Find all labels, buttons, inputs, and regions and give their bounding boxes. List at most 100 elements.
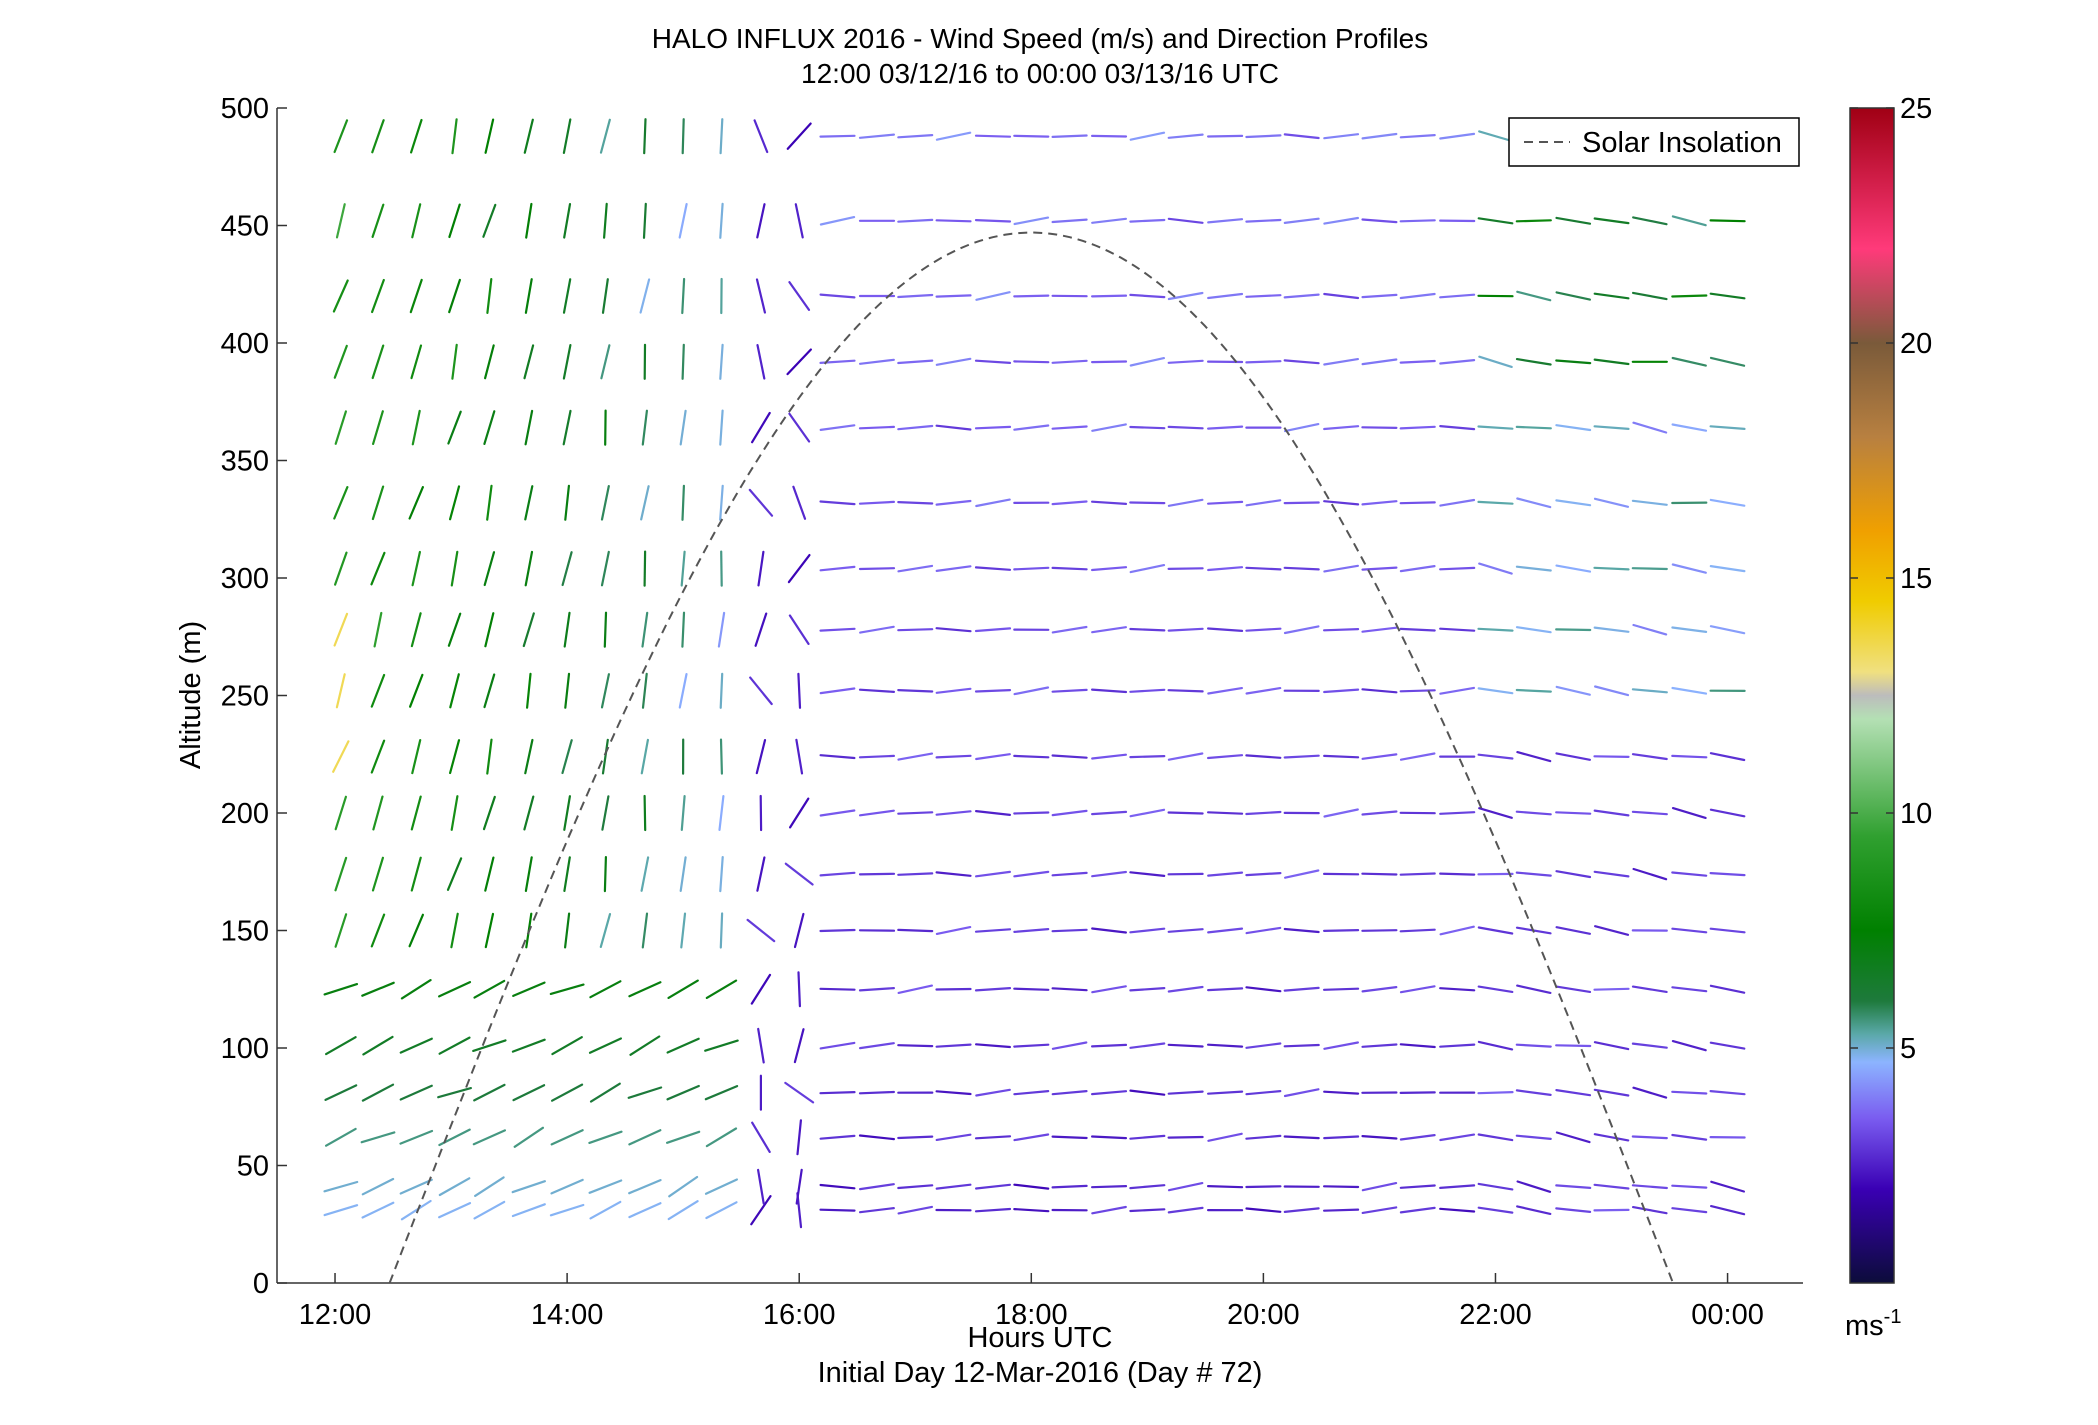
wind-vector <box>1593 870 1630 878</box>
wind-vector <box>474 1176 505 1198</box>
wind-vector <box>935 1133 972 1142</box>
wind-vector <box>525 672 532 709</box>
wind-vector <box>1439 872 1476 876</box>
wind-vector <box>1709 564 1746 573</box>
y-tick-label: 50 <box>237 1151 269 1183</box>
wind-vector <box>935 357 972 366</box>
wind-vector <box>897 501 934 505</box>
wind-vector <box>750 973 772 1005</box>
wind-vector <box>399 1178 433 1195</box>
wind-vector <box>1439 1043 1476 1048</box>
wind-vector <box>399 1129 434 1145</box>
wind-vector <box>483 410 496 445</box>
wind-vector <box>1013 811 1050 815</box>
wind-vector <box>819 754 856 760</box>
wind-vector <box>1245 926 1282 935</box>
wind-vector <box>1399 134 1436 139</box>
wind-vector <box>1129 1134 1166 1140</box>
wind-vector <box>1477 627 1514 632</box>
wind-vector <box>1167 1090 1204 1095</box>
wind-vector <box>1129 627 1166 632</box>
wind-vector <box>1477 1090 1514 1095</box>
wind-vector <box>667 979 699 1000</box>
wind-vector <box>1555 564 1592 573</box>
wind-vector <box>1631 1205 1668 1215</box>
wind-vector <box>1283 754 1320 759</box>
wind-vector <box>1399 1043 1436 1049</box>
wind-vector <box>1632 623 1668 636</box>
wind-vector <box>1323 688 1360 694</box>
wind-vector <box>1167 1135 1204 1139</box>
wind-vector <box>1555 216 1592 225</box>
wind-vector <box>643 550 647 587</box>
wind-vector <box>1709 1204 1746 1216</box>
wind-vector <box>1167 567 1204 571</box>
wind-vector <box>1555 291 1592 301</box>
wind-vector <box>819 627 856 632</box>
colorbar-tick-label: 10 <box>1900 798 1932 830</box>
wind-vector <box>1207 686 1244 695</box>
wind-vector <box>323 1180 359 1193</box>
wind-vector <box>1322 928 1360 933</box>
wind-vector <box>563 856 571 893</box>
wind-vector <box>1555 752 1592 761</box>
colorbar-tick-label: 25 <box>1900 93 1932 125</box>
wind-vector <box>719 672 724 709</box>
wind-vector <box>627 1086 663 1099</box>
wind-vector <box>1245 1207 1282 1213</box>
wind-vector <box>1515 358 1552 366</box>
wind-vector <box>935 687 972 694</box>
wind-vector <box>1631 1135 1668 1140</box>
wind-vector <box>719 738 724 775</box>
wind-vector <box>1129 1184 1166 1190</box>
wind-vector <box>1091 1205 1127 1215</box>
wind-vector <box>681 343 685 380</box>
wind-vector <box>371 203 385 238</box>
wind-vector <box>589 1200 622 1220</box>
wind-vector <box>588 1130 623 1145</box>
wind-vector <box>819 1208 856 1212</box>
wind-vector <box>1013 566 1050 571</box>
wind-vector <box>795 1168 803 1205</box>
wind-vector <box>1283 359 1320 365</box>
wind-vector <box>705 1201 738 1220</box>
wind-vector <box>511 1180 547 1194</box>
wind-vector <box>1399 928 1436 933</box>
wind-vector <box>1013 686 1050 696</box>
wind-vector <box>1361 985 1398 993</box>
wind-vector <box>1051 928 1088 933</box>
wind-vector <box>720 550 723 587</box>
wind-vector <box>449 485 461 521</box>
wind-vector <box>935 871 972 877</box>
wind-vector <box>1091 753 1128 760</box>
plot-frame <box>277 108 1803 1283</box>
wind-vector <box>400 978 432 1000</box>
wind-vector <box>719 202 724 239</box>
wind-vector <box>819 134 856 138</box>
wind-vector <box>563 203 572 239</box>
wind-vector <box>1477 1040 1514 1051</box>
wind-vector <box>1361 872 1398 876</box>
wind-vector <box>1245 754 1282 759</box>
wind-vector <box>1129 131 1166 141</box>
wind-vector <box>1090 1043 1128 1048</box>
wind-vector <box>1245 1042 1282 1049</box>
wind-vector <box>1167 133 1204 139</box>
wind-vector <box>1323 500 1360 506</box>
wind-vector <box>1593 358 1630 366</box>
wind-vector <box>1361 810 1398 816</box>
wind-vector <box>589 980 622 999</box>
wind-vector <box>447 612 462 647</box>
wind-vector <box>522 612 535 648</box>
wind-vector <box>1283 1043 1320 1048</box>
wind-vector <box>323 982 359 996</box>
wind-vector <box>859 625 895 634</box>
wind-vector <box>1283 133 1320 140</box>
wind-vector <box>1671 806 1707 820</box>
wind-vector <box>333 344 348 379</box>
wind-vector <box>1090 1184 1128 1189</box>
wind-vector <box>601 795 610 831</box>
wind-vector <box>550 1178 584 1195</box>
wind-vector <box>1671 986 1708 993</box>
